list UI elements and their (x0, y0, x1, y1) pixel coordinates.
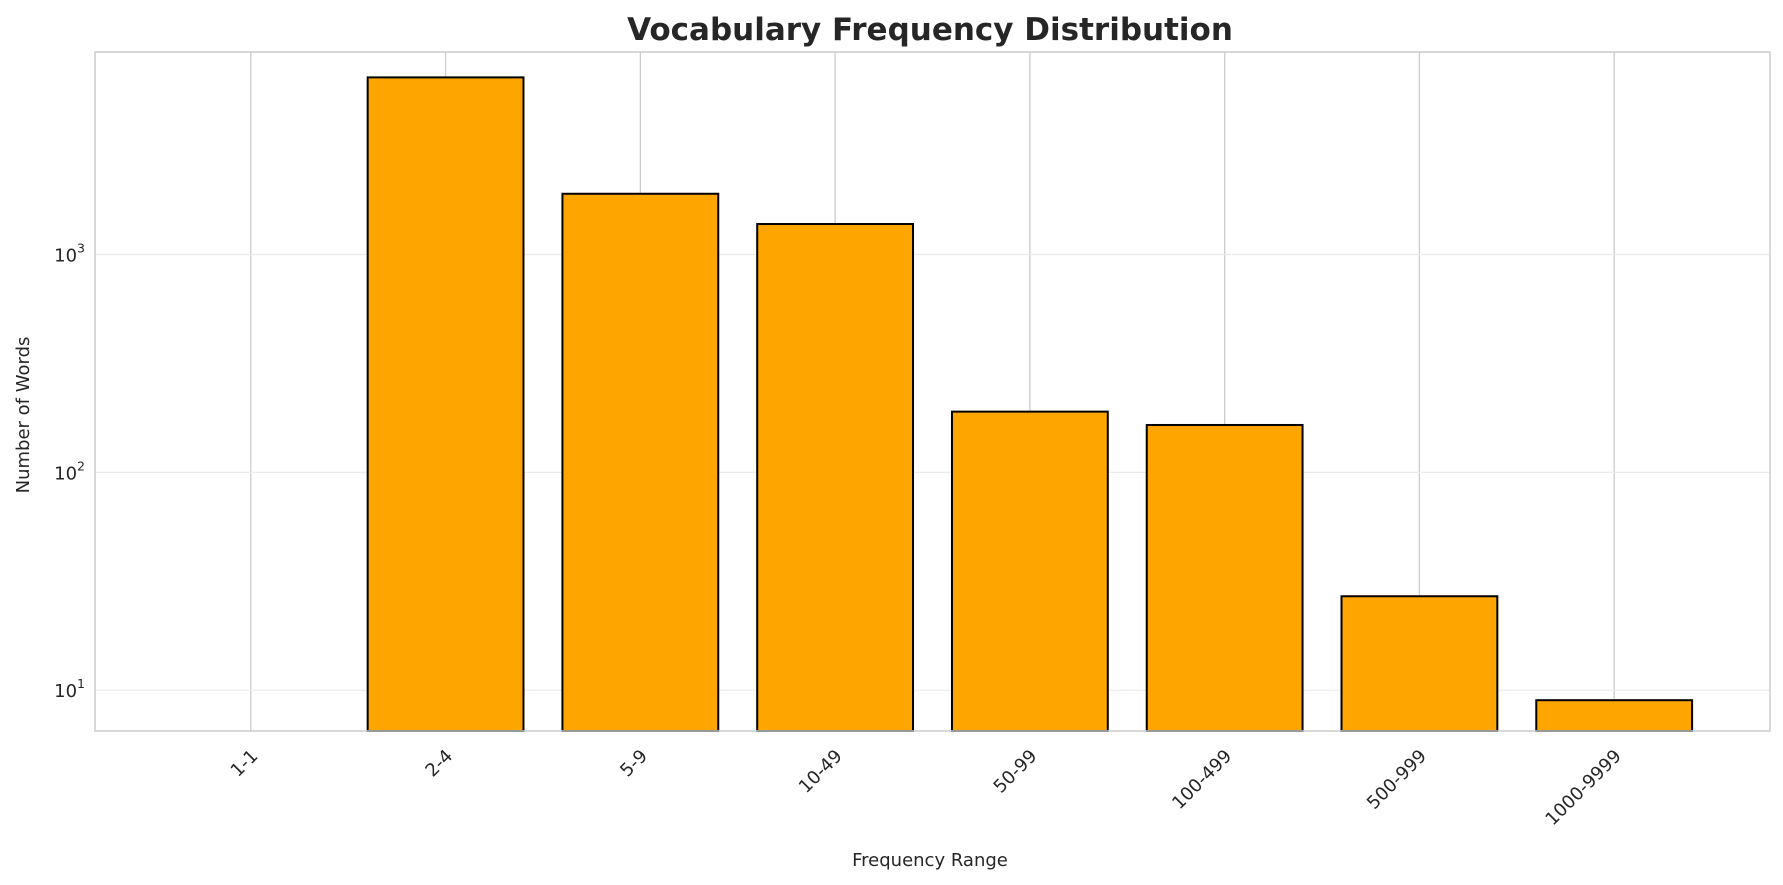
bar-5-9 (561, 192, 720, 732)
y-tick-label: 103 (54, 240, 85, 266)
y-axis-ticks: 101 102 103 (54, 240, 85, 702)
x-axis-label: Frequency Range (852, 850, 1008, 871)
y-tick-label: 101 (54, 676, 85, 702)
plot-frame (94, 51, 1771, 732)
bar-2-4 (366, 76, 525, 733)
bar-100-499 (1145, 423, 1304, 732)
chart-title: Vocabulary Frequency Distribution (627, 12, 1233, 48)
y-tick-label: 102 (54, 458, 85, 484)
y-axis-label: Number of Words (13, 337, 34, 494)
bar-series (366, 76, 1694, 733)
bar-1000-9999 (1535, 699, 1694, 733)
bar-50-99 (950, 410, 1109, 732)
bar-10-49 (756, 223, 915, 732)
bar-500-999 (1340, 595, 1499, 732)
